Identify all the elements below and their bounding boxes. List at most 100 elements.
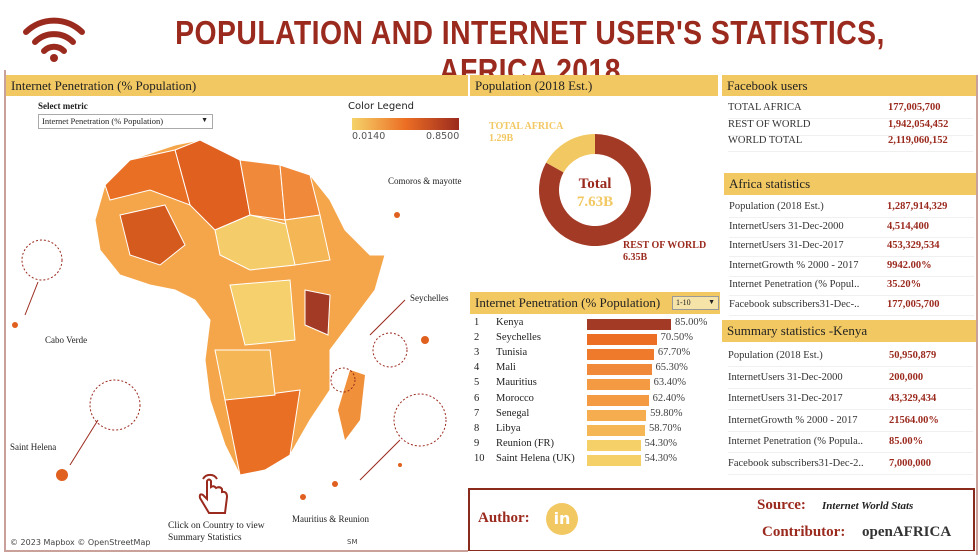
stat-value: 177,005,700 xyxy=(887,299,940,310)
bar-rank: 3 xyxy=(474,347,480,359)
bar-value-label: 67.70% xyxy=(657,347,691,359)
bar-category: Seychelles xyxy=(496,332,541,344)
bar-mark xyxy=(587,424,645,436)
bar-value-label: 63.40% xyxy=(653,377,687,389)
row-divider xyxy=(728,366,973,367)
source-label: Source: xyxy=(757,497,806,513)
label-mauritius: Mauritius & Reunion xyxy=(292,514,369,524)
bar-rank: 2 xyxy=(474,332,480,344)
facebook-title: Facebook users xyxy=(722,75,976,96)
donut-center-value: 7.63B xyxy=(576,194,614,210)
bar-row[interactable]: 3 Tunisia 67.70% xyxy=(474,347,714,362)
bar-rank: 10 xyxy=(474,452,485,464)
map-title: Internet Penetration (% Population) xyxy=(6,75,468,96)
stat-value: 43,329,434 xyxy=(889,393,937,405)
map-sm: SM xyxy=(347,538,358,546)
row-divider xyxy=(728,151,973,152)
stat-value: 7,000,000 xyxy=(889,458,931,469)
stat-value: 453,329,534 xyxy=(887,240,940,252)
stat-label: Internet Penetration (% Popula.. xyxy=(728,436,864,448)
stat-label: REST OF WORLD xyxy=(728,118,811,130)
row-divider xyxy=(729,295,974,297)
color-legend-bar xyxy=(352,118,459,130)
country-drc xyxy=(229,279,296,346)
bar-mark xyxy=(587,379,650,391)
stat-label: InternetGrowth % 2000 - 2017 xyxy=(729,259,859,271)
contributor-label: Contributor: xyxy=(762,524,846,540)
stat-label: Facebook subscribers31-Dec-2.. xyxy=(728,458,864,469)
bar-mark xyxy=(587,454,641,466)
callout-arrows xyxy=(24,281,406,481)
label-seychelles: Seychelles xyxy=(410,293,449,303)
chevron-down-icon: ▼ xyxy=(201,116,208,124)
africa-map[interactable] xyxy=(0,0,470,553)
row-divider xyxy=(728,452,973,454)
bar-rank: 7 xyxy=(474,407,480,419)
bar-value-label: 70.50% xyxy=(660,332,694,344)
metric-select[interactable]: Internet Penetration (% Population) ▼ xyxy=(38,114,213,129)
callout-circles xyxy=(21,239,447,447)
population-donut[interactable] xyxy=(535,130,655,250)
stat-value: 9942.00% xyxy=(887,259,932,271)
country-kenya xyxy=(304,289,331,336)
bar-row[interactable]: 9 Reunion (FR) 54.30% xyxy=(474,438,714,453)
bar-row[interactable]: 5 Mauritius 63.40% xyxy=(474,377,714,392)
country-sudan xyxy=(284,214,331,266)
bar-row[interactable]: 1 Kenya 85.00% xyxy=(474,317,714,332)
author-label: Author: xyxy=(478,510,530,526)
donut-slice-africa[interactable] xyxy=(546,134,595,173)
stat-label: InternetUsers 31-Dec-2000 xyxy=(729,220,844,232)
bar-row[interactable]: 8 Libya 58.70% xyxy=(474,423,714,438)
bar-category: Kenya xyxy=(496,317,524,328)
row-divider xyxy=(728,409,973,411)
page-title: POPULATION AND INTERNET USER'S STATISTIC… xyxy=(175,14,885,89)
bar-mark xyxy=(587,349,654,361)
range-filter-select[interactable]: 1-10 ▼ xyxy=(672,296,719,310)
row-divider xyxy=(728,474,973,475)
bar-row[interactable]: 4 Mali 65.30% xyxy=(474,362,714,377)
stat-value: 1,942,054,452 xyxy=(888,118,949,130)
legend-title: Color Legend xyxy=(348,101,415,112)
stat-label: InternetUsers 31-Dec-2017 xyxy=(729,240,844,252)
bar-row[interactable]: 7 Senegal 59.80% xyxy=(474,408,714,423)
wifi-icon xyxy=(23,17,85,62)
source-value: Internet World Stats xyxy=(822,500,914,512)
bar-value-label: 59.80% xyxy=(650,407,683,419)
stat-label: Population (2018 Est.) xyxy=(729,201,824,212)
donut-slice-rest-of-world[interactable] xyxy=(539,134,651,246)
bar-value-label: 65.30% xyxy=(655,362,688,374)
select-metric-label: Select metric xyxy=(38,101,88,111)
stat-label: InternetUsers 31-Dec-2017 xyxy=(728,393,843,405)
map-attribution[interactable]: © 2023 Mapbox © OpenStreetMap xyxy=(10,538,151,547)
row-divider xyxy=(728,430,973,432)
africa-stats-title: Africa statistics xyxy=(724,173,976,195)
stat-value: 177,005,700 xyxy=(888,102,941,113)
bar-rank: 8 xyxy=(474,422,480,434)
bar-row[interactable]: 6 Morocco 62.40% xyxy=(474,393,714,408)
bar-mark xyxy=(587,439,641,451)
bar-mark xyxy=(587,409,647,421)
bar-category: Saint Helena (UK) xyxy=(496,452,575,464)
chevron-down-icon: ▼ xyxy=(708,298,715,306)
metric-select-value: Internet Penetration (% Population) xyxy=(42,116,164,126)
stat-label: WORLD TOTAL xyxy=(728,135,803,146)
stat-label: InternetGrowth % 2000 - 2017 xyxy=(728,414,858,426)
stat-value: 85.00% xyxy=(889,436,924,448)
stat-value: 35.20% xyxy=(887,279,922,291)
bar-rank: 1 xyxy=(474,317,480,328)
bar-category: Reunion (FR) xyxy=(496,437,555,449)
donut-label-africa: TOTAL AFRICA xyxy=(489,121,564,132)
madagascar xyxy=(338,370,365,440)
row-divider xyxy=(729,236,974,238)
stat-value: 200,000 xyxy=(889,371,924,383)
bar-value-label: 54.30% xyxy=(644,452,678,464)
label-cabo-verde: Cabo Verde xyxy=(45,335,88,345)
bar-row[interactable]: 2 Seychelles 70.50% xyxy=(474,332,714,347)
bar-value-label: 58.70% xyxy=(649,422,682,434)
row-divider xyxy=(728,134,973,136)
islands xyxy=(12,212,429,500)
row-divider xyxy=(729,315,974,316)
bar-row[interactable]: 10 Saint Helena (UK) 54.30% xyxy=(474,453,714,468)
linkedin-icon[interactable]: in xyxy=(546,503,578,535)
bar-category: Tunisia xyxy=(496,347,528,359)
